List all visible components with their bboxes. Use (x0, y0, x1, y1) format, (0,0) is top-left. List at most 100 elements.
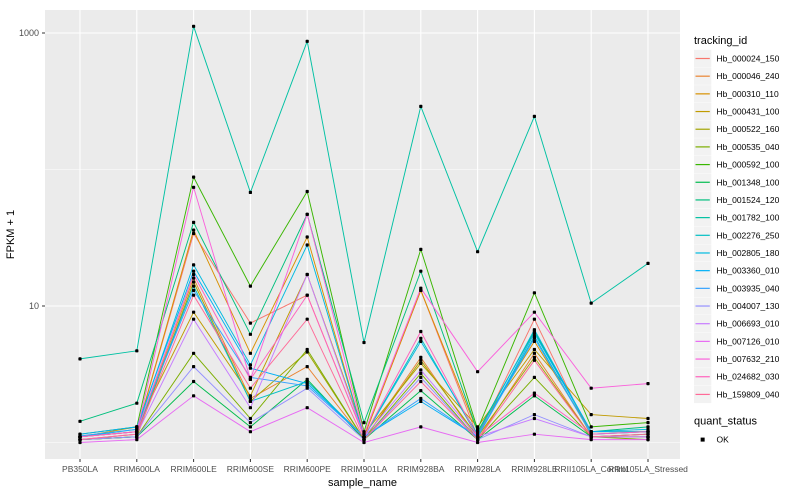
data-point (419, 336, 423, 340)
data-point (532, 355, 536, 359)
data-point (589, 432, 593, 436)
legend-item-label: Hb_024682_030 (717, 372, 780, 382)
legend-item-label: Hb_000046_240 (717, 71, 780, 81)
data-point (135, 349, 139, 353)
data-point (476, 250, 480, 254)
data-point (646, 435, 650, 439)
data-point (248, 425, 252, 429)
data-point (192, 365, 196, 369)
data-point (362, 438, 366, 442)
data-point (589, 425, 593, 429)
data-point (305, 386, 309, 390)
legend-item-label: Hb_001782_100 (717, 213, 780, 223)
data-point (78, 438, 82, 442)
y-tick-label: 10 (29, 301, 39, 311)
legend-title: tracking_id (694, 35, 747, 47)
data-point (419, 396, 423, 401)
data-point (248, 363, 252, 367)
data-point (305, 365, 309, 369)
data-point (532, 114, 536, 118)
data-point (646, 438, 650, 442)
legend-item-label: Hb_159809_040 (717, 389, 780, 399)
data-point (646, 382, 650, 386)
data-point (248, 377, 252, 381)
data-point (305, 317, 309, 321)
data-point (192, 276, 196, 280)
data-point (419, 339, 423, 343)
x-tick-label: RRIM928BA (397, 464, 445, 474)
legend-item-label: Hb_000522_160 (717, 124, 780, 134)
data-point (362, 340, 366, 345)
data-point (419, 358, 423, 362)
legend-item-label: Hb_004007_130 (717, 301, 780, 311)
data-point (589, 435, 593, 439)
data-point (248, 406, 252, 410)
legend-item-label: Hb_000431_100 (717, 107, 780, 117)
data-point (305, 189, 309, 194)
data-point (419, 368, 423, 372)
data-point (419, 329, 423, 334)
data-point (305, 235, 309, 239)
data-point (192, 228, 196, 232)
data-point (248, 284, 252, 288)
data-point (192, 220, 196, 224)
data-point (248, 366, 252, 370)
data-point (248, 396, 252, 401)
legend-item-label: Hb_003360_010 (717, 266, 780, 276)
data-point (419, 389, 423, 393)
data-point (192, 293, 196, 297)
data-point (78, 419, 82, 423)
data-point (532, 358, 536, 362)
data-point (192, 175, 196, 179)
data-point (192, 379, 196, 384)
data-point (192, 231, 196, 236)
data-point (135, 438, 139, 442)
data-point (248, 399, 252, 403)
legend-item-label: Hb_003935_040 (717, 283, 780, 293)
data-point (419, 269, 423, 273)
data-point (589, 430, 593, 434)
data-point (532, 351, 536, 355)
data-point (192, 288, 196, 292)
data-point (476, 370, 480, 374)
data-point (532, 331, 536, 335)
data-point (589, 413, 593, 417)
data-point (305, 272, 309, 277)
x-tick-label: RRIM901LA (341, 464, 388, 474)
data-point (192, 394, 196, 398)
data-point (305, 212, 309, 216)
data-point (305, 406, 309, 410)
data-point (192, 263, 196, 267)
data-point (419, 399, 423, 403)
data-point (532, 375, 536, 379)
x-tick-label: RRIM928LE (511, 464, 558, 474)
data-point (532, 394, 536, 398)
data-point (476, 435, 480, 439)
legend-item-label: Hb_007632_210 (717, 354, 780, 364)
data-point (532, 416, 536, 421)
data-point (192, 24, 196, 28)
data-point (419, 247, 423, 251)
data-point (362, 430, 366, 434)
data-point (532, 432, 536, 436)
data-point (419, 379, 423, 384)
data-point (476, 432, 480, 436)
data-point (532, 413, 536, 417)
data-point (248, 430, 252, 434)
x-tick-label: RRII105LA_Control (554, 464, 628, 474)
data-point (419, 355, 423, 359)
data-point (248, 394, 252, 398)
x-tick-label: RRIM600LE (170, 464, 217, 474)
point-legend-label: OK (717, 435, 730, 445)
data-point (419, 375, 423, 379)
data-point (305, 39, 309, 43)
data-point (248, 421, 252, 425)
data-point (78, 440, 82, 445)
data-point (646, 261, 650, 265)
data-point (362, 432, 366, 436)
point-legend-title: quant_status (694, 416, 757, 428)
y-tick-label: 1000 (19, 28, 39, 38)
x-tick-label: RRIM600PE (284, 464, 332, 474)
data-point (532, 328, 536, 332)
